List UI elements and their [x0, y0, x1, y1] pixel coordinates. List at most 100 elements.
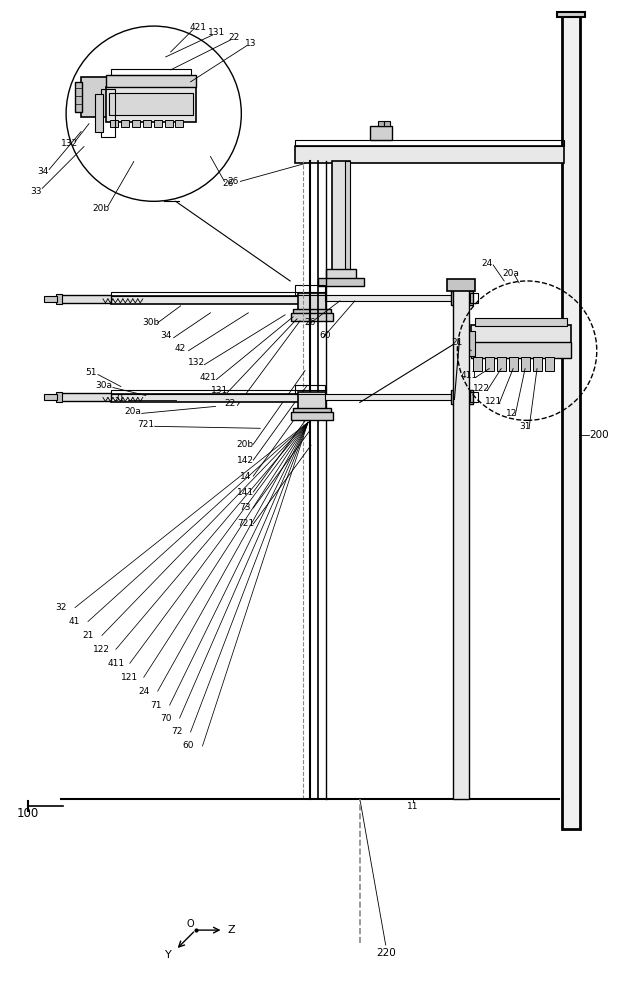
Bar — [132, 120, 139, 127]
Text: 20a: 20a — [124, 407, 141, 416]
Text: 33: 33 — [30, 187, 42, 196]
Text: 100: 100 — [17, 807, 39, 820]
Text: 131: 131 — [208, 28, 225, 37]
Text: 24: 24 — [138, 687, 150, 696]
Text: 20a: 20a — [503, 269, 520, 278]
Bar — [384, 121, 390, 126]
Text: 131: 131 — [210, 386, 228, 395]
Bar — [451, 390, 474, 404]
Text: 72: 72 — [171, 727, 183, 736]
Text: 34: 34 — [37, 167, 49, 176]
Bar — [44, 296, 57, 302]
Bar — [111, 69, 191, 75]
Bar — [109, 93, 193, 115]
Text: 60: 60 — [319, 331, 331, 340]
Text: Y: Y — [165, 950, 172, 960]
Text: 13: 13 — [245, 39, 256, 48]
Text: 21: 21 — [451, 338, 463, 347]
Text: 421: 421 — [200, 373, 217, 382]
Text: 121: 121 — [121, 673, 138, 682]
Bar — [533, 357, 542, 371]
Text: 142: 142 — [237, 456, 254, 465]
Bar — [291, 313, 333, 321]
Bar — [509, 357, 518, 371]
Text: 132: 132 — [60, 139, 77, 148]
Bar — [298, 293, 326, 311]
Text: 26: 26 — [223, 179, 234, 188]
Text: 60: 60 — [183, 741, 194, 750]
Text: 24: 24 — [482, 259, 493, 268]
Bar — [111, 292, 325, 296]
Text: 132: 132 — [188, 358, 205, 367]
Text: 121: 121 — [484, 397, 501, 406]
Text: 721: 721 — [236, 519, 254, 528]
Bar — [298, 392, 326, 410]
Text: 42: 42 — [175, 344, 186, 353]
Text: O: O — [187, 919, 195, 929]
Bar — [143, 120, 151, 127]
Text: 22: 22 — [229, 33, 240, 42]
Bar — [106, 87, 195, 122]
Bar — [332, 161, 350, 271]
Bar — [56, 294, 62, 304]
Bar — [111, 296, 325, 304]
Bar — [165, 120, 172, 127]
Bar — [470, 293, 478, 303]
Text: 20b: 20b — [93, 204, 110, 213]
Bar — [295, 146, 564, 163]
Text: 31: 31 — [519, 422, 531, 431]
Bar — [557, 12, 585, 17]
Bar — [545, 357, 554, 371]
Text: Z: Z — [228, 925, 235, 935]
Text: 30a: 30a — [96, 381, 112, 390]
Bar — [153, 120, 162, 127]
Text: 32: 32 — [55, 603, 67, 612]
Text: 200: 200 — [589, 430, 609, 440]
Bar — [81, 77, 109, 117]
Text: 30b: 30b — [142, 318, 159, 327]
Bar — [75, 82, 82, 112]
Bar — [378, 121, 384, 126]
Bar — [451, 291, 474, 305]
Bar — [110, 120, 118, 127]
Bar — [318, 278, 364, 286]
Bar — [111, 394, 325, 402]
Text: 26: 26 — [228, 177, 239, 186]
Bar — [476, 318, 567, 326]
Text: 721: 721 — [137, 420, 154, 429]
Bar — [295, 385, 325, 394]
Bar — [326, 269, 356, 281]
Text: 22: 22 — [225, 399, 236, 408]
Text: 12: 12 — [505, 409, 517, 418]
Text: 411: 411 — [461, 371, 478, 380]
Bar — [174, 120, 183, 127]
Bar — [325, 394, 455, 400]
Bar — [101, 89, 115, 137]
Bar — [56, 392, 62, 402]
Bar — [521, 357, 530, 371]
Text: 70: 70 — [160, 714, 171, 723]
Bar — [453, 286, 469, 799]
Text: 71: 71 — [150, 701, 162, 710]
Bar — [485, 357, 495, 371]
Text: 220: 220 — [376, 948, 396, 958]
Text: 26: 26 — [304, 318, 316, 327]
Text: 20b: 20b — [236, 440, 254, 449]
Bar — [111, 390, 325, 394]
Bar — [370, 126, 392, 140]
Bar — [562, 12, 580, 829]
Bar — [293, 408, 331, 414]
Bar — [325, 295, 455, 301]
Bar — [121, 120, 129, 127]
Bar — [295, 140, 564, 146]
Text: 73: 73 — [240, 503, 251, 512]
Text: 122: 122 — [93, 645, 110, 654]
Bar — [291, 412, 333, 420]
Bar — [467, 331, 476, 356]
Bar — [470, 392, 478, 402]
Text: 421: 421 — [190, 23, 207, 32]
Text: 411: 411 — [107, 659, 124, 668]
Bar — [471, 342, 571, 358]
Text: 31: 31 — [113, 394, 125, 403]
Text: 34: 34 — [160, 331, 171, 340]
